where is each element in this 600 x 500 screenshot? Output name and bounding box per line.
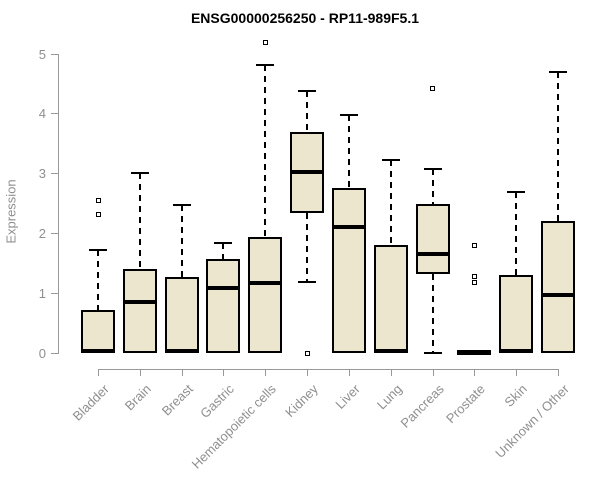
- outlier-point: [430, 85, 436, 91]
- upper-whisker: [138, 173, 141, 270]
- y-axis-title: Expression: [3, 179, 19, 244]
- upper-whisker: [389, 160, 392, 246]
- x-axis-tick: [432, 369, 434, 376]
- box: [122, 269, 157, 353]
- upper-whisker-cap: [130, 172, 149, 175]
- x-axis-tick: [98, 369, 99, 376]
- median-line: [499, 349, 534, 354]
- upper-whisker: [431, 169, 434, 205]
- x-axis-tick: [348, 369, 350, 376]
- lower-whisker: [431, 273, 434, 353]
- y-axis-tick: [51, 53, 58, 55]
- outlier-point: [95, 197, 101, 203]
- median-line: [541, 292, 576, 297]
- y-tick-label: 3: [38, 166, 46, 182]
- median-line: [81, 349, 115, 354]
- median-line: [290, 170, 325, 175]
- upper-whisker-cap: [256, 63, 275, 66]
- median-line: [331, 225, 366, 230]
- y-tick-label: 0: [38, 346, 46, 361]
- box: [415, 204, 450, 274]
- lower-whisker-cap: [298, 280, 317, 283]
- lower-whisker-cap: [423, 352, 442, 354]
- outlier-point: [95, 211, 101, 217]
- median-line: [206, 286, 241, 291]
- upper-whisker-cap: [339, 114, 358, 117]
- x-axis-tick: [265, 369, 267, 376]
- y-axis-tick: [51, 173, 58, 175]
- chart-title: ENSG00000256250 - RP11-989F5.1: [190, 10, 420, 26]
- upper-whisker: [347, 115, 350, 189]
- box: [373, 245, 408, 353]
- upper-whisker: [557, 72, 560, 222]
- y-axis-tick: [51, 353, 58, 354]
- x-axis-tick: [558, 369, 560, 376]
- upper-whisker: [264, 64, 267, 237]
- upper-whisker-cap: [214, 241, 233, 244]
- x-axis-tick: [223, 369, 225, 376]
- box: [164, 276, 199, 353]
- x-axis-tick: [139, 369, 141, 376]
- upper-whisker-cap: [298, 89, 317, 92]
- x-axis-line: [98, 369, 560, 370]
- y-tick-label: 2: [38, 226, 46, 242]
- upper-whisker-cap: [549, 71, 568, 74]
- box: [248, 236, 283, 353]
- y-tick-label: 1: [38, 286, 46, 302]
- upper-whisker: [306, 90, 309, 132]
- median-line: [373, 349, 408, 354]
- outlier-point: [471, 242, 477, 248]
- y-axis-tick: [51, 233, 58, 235]
- x-axis-tick: [516, 369, 518, 376]
- median-line: [122, 300, 157, 305]
- upper-whisker: [180, 205, 183, 277]
- upper-whisker-cap: [89, 248, 107, 251]
- outlier-point: [471, 279, 477, 285]
- lower-whisker: [306, 212, 309, 282]
- upper-whisker-cap: [507, 190, 526, 193]
- x-axis-tick: [307, 369, 309, 376]
- box: [541, 221, 576, 353]
- upper-whisker-cap: [423, 168, 442, 171]
- outlier-point: [262, 39, 268, 45]
- outlier-point: [304, 350, 310, 356]
- y-tick-label: 4: [38, 106, 46, 122]
- box: [499, 275, 534, 353]
- box: [206, 258, 241, 353]
- x-axis-tick: [474, 369, 476, 376]
- y-tick-label: 5: [38, 46, 46, 62]
- upper-whisker: [515, 191, 518, 276]
- median-line: [415, 252, 450, 257]
- outlier-point: [471, 273, 477, 279]
- y-axis-line: [58, 53, 59, 354]
- x-axis-tick: [181, 369, 183, 376]
- median-line: [164, 349, 199, 354]
- y-axis-tick: [51, 293, 58, 295]
- box: [81, 309, 115, 353]
- upper-whisker-cap: [381, 159, 400, 162]
- upper-whisker: [97, 249, 99, 310]
- upper-whisker: [222, 242, 225, 259]
- box: [331, 188, 366, 353]
- upper-whisker-cap: [172, 204, 191, 207]
- x-axis-tick: [390, 369, 392, 376]
- median-line: [457, 349, 492, 354]
- median-line: [248, 280, 283, 285]
- y-axis-tick: [51, 113, 58, 115]
